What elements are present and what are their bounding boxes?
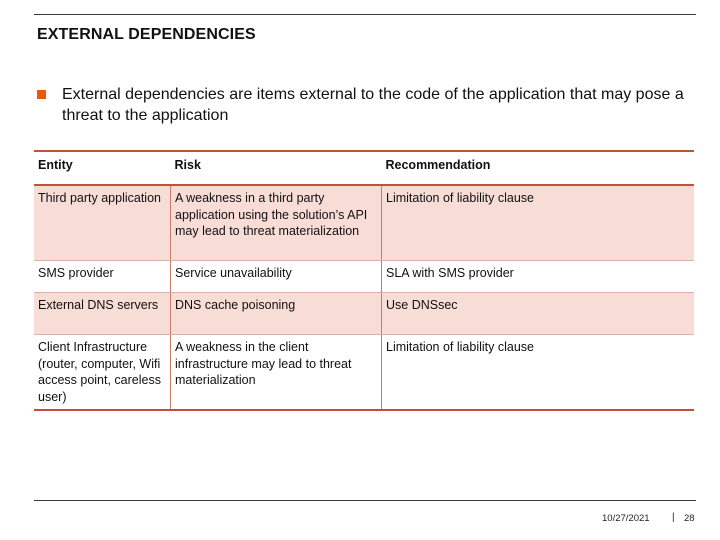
- dependencies-table: Entity Risk Recommendation Third party a…: [34, 150, 694, 411]
- page-number: 28: [684, 513, 695, 524]
- cell-entity: Third party application: [34, 185, 171, 261]
- cell-risk: A weakness in a third party application …: [170, 185, 382, 261]
- footer-separator: |: [672, 512, 675, 523]
- cell-entity: External DNS servers: [34, 292, 171, 335]
- bullet-point: External dependencies are items external…: [37, 84, 687, 126]
- cell-risk: Service unavailability: [170, 260, 382, 293]
- table-header-row: Entity Risk Recommendation: [34, 150, 694, 186]
- cell-recommendation: Limitation of liability clause: [381, 185, 694, 261]
- cell-recommendation: SLA with SMS provider: [381, 260, 694, 293]
- square-bullet-icon: [37, 90, 46, 99]
- cell-entity: SMS provider: [34, 260, 171, 293]
- cell-recommendation: Use DNSsec: [381, 292, 694, 335]
- header-entity: Entity: [34, 150, 171, 186]
- top-divider: [34, 14, 696, 15]
- cell-risk: A weakness in the client infrastructure …: [170, 334, 382, 411]
- cell-risk: DNS cache poisoning: [170, 292, 382, 335]
- table-row: Third party application A weakness in a …: [34, 185, 694, 261]
- table-row: Client Infrastructure (router, computer,…: [34, 334, 694, 411]
- slide-title: EXTERNAL DEPENDENCIES: [37, 26, 256, 43]
- table-row: External DNS servers DNS cache poisoning…: [34, 292, 694, 335]
- bullet-text: External dependencies are items external…: [62, 86, 684, 124]
- table-row: SMS provider Service unavailability SLA …: [34, 260, 694, 293]
- header-recommendation: Recommendation: [381, 150, 694, 186]
- header-risk: Risk: [170, 150, 382, 186]
- bottom-divider: [34, 500, 696, 501]
- cell-entity: Client Infrastructure (router, computer,…: [34, 334, 171, 411]
- cell-recommendation: Limitation of liability clause: [381, 334, 694, 411]
- footer-date: 10/27/2021: [602, 513, 650, 524]
